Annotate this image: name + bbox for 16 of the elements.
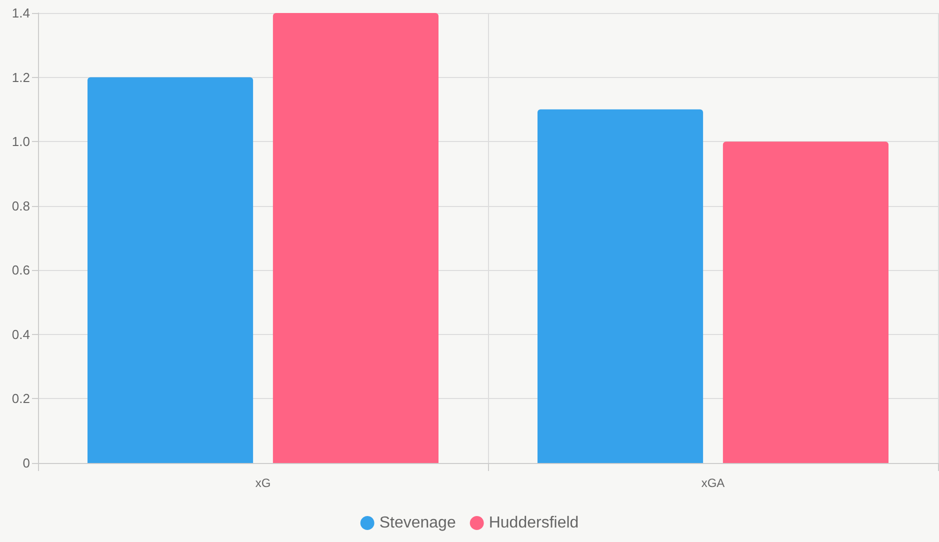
bar: [538, 109, 704, 463]
y-tick-label: 0.6: [12, 262, 30, 278]
y-tick-label: 0.2: [12, 391, 30, 406]
legend-label: Huddersfield: [488, 514, 579, 532]
bar: [722, 142, 888, 463]
y-tick-label: 0.4: [12, 326, 30, 342]
x-tick-label: xG: [255, 476, 271, 490]
bar: [272, 13, 438, 463]
y-tick-label: 0: [22, 456, 30, 470]
y-tick-label: 1.0: [12, 134, 30, 150]
y-tick-label: 1.2: [12, 70, 30, 85]
legend-label: Stevenage: [379, 514, 456, 532]
bar: [88, 77, 254, 463]
x-tick-label: xGA: [701, 476, 725, 490]
y-tick-label: 0.8: [12, 198, 30, 214]
y-tick-label: 1.4: [12, 6, 30, 20]
